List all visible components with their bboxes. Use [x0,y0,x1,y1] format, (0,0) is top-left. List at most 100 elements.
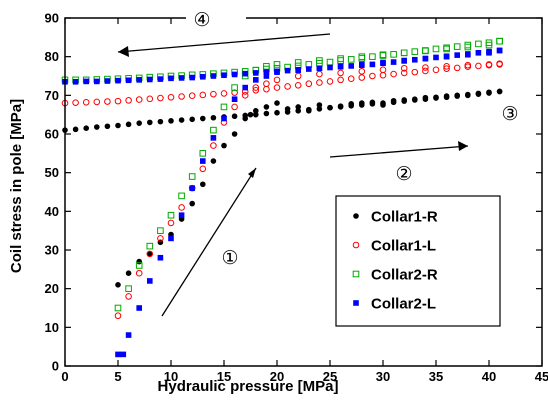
data-point [241,92,249,99]
data-point [390,59,397,65]
data-point [443,63,450,70]
data-point [210,73,217,79]
annotation-circled-3: ③ [501,104,518,125]
data-point [274,100,280,106]
x-tick-label: 15 [217,369,231,384]
data-point [136,305,142,311]
data-point [306,66,312,72]
data-point [411,48,419,55]
data-point [359,61,365,68]
data-point [284,106,291,112]
data-point [115,351,121,358]
data-point [263,80,270,88]
data-point [390,51,397,58]
data-point [199,91,207,99]
y-tick-label: 0 [52,359,59,374]
data-point [210,114,217,121]
data-point [305,80,313,88]
data-marks [61,37,503,358]
data-point [453,43,461,50]
data-point [337,69,344,77]
data-point [316,79,323,86]
data-point [220,103,228,111]
data-point [263,104,270,110]
data-point [306,108,312,114]
data-point [274,69,280,75]
data-point [178,75,185,81]
data-point [114,97,122,105]
x-tick-label: 0 [61,369,68,384]
data-point [114,304,122,312]
y-tick-label: 80 [45,49,59,64]
data-point [454,92,461,99]
data-point [188,173,196,180]
data-point [253,111,259,118]
data-point [221,115,227,122]
arrow-2-increase [329,145,469,158]
data-point [167,211,175,219]
data-point [94,78,100,85]
data-point [443,93,450,99]
data-point [231,113,238,120]
data-point [93,98,101,106]
data-point [210,158,217,164]
data-point [157,254,164,261]
data-point [422,47,429,55]
arrow-4-head [118,46,129,57]
data-point [125,293,132,300]
data-point [221,142,227,149]
data-point [135,96,143,103]
data-point [146,95,154,103]
data-point [369,61,376,68]
legend-label-collar2-l: Collar2-L [371,296,436,313]
data-point [337,63,344,70]
data-point [252,84,260,91]
data-point [125,332,132,338]
annotation-circled-4: ④ [193,10,210,31]
data-point [147,119,153,126]
data-point [380,59,386,66]
data-point [433,94,439,101]
data-point [327,64,333,71]
data-point [369,53,376,60]
data-point [231,84,238,91]
data-point [178,117,185,123]
data-point [273,84,281,91]
data-point [411,68,419,76]
plot-frame [64,17,543,367]
data-point [168,75,174,82]
y-tick-label: 30 [45,243,59,258]
data-point [358,68,366,75]
data-point [390,97,397,104]
tick-labels: 0 5 10 15 20 25 30 35 40 45 0 10 20 30 40 50 60 70 80 90 [45,11,548,385]
legend-label-collar1-r: Collar1-R [371,209,438,226]
data-point [496,60,503,67]
data-point [380,102,386,108]
data-point [199,165,207,173]
data-point [157,76,164,82]
x-tick-label: 45 [535,369,548,384]
data-point [125,97,132,104]
data-point [157,235,164,242]
legend-marker-collar2-r [352,270,360,278]
data-point [210,90,217,98]
data-point [72,126,79,133]
data-point [465,91,471,98]
data-point [200,73,206,80]
data-point [188,92,196,100]
x-tick-label: 35 [429,369,443,384]
data-point [146,242,154,250]
data-point [242,115,248,122]
data-point [221,72,227,79]
data-point [125,270,132,277]
data-point [178,212,185,218]
y-tick-label: 10 [45,320,59,335]
data-point [136,120,142,126]
data-point [422,64,429,71]
data-point [369,99,376,106]
data-point [125,121,132,128]
data-point [347,56,355,63]
data-point [432,45,440,53]
data-point [348,63,354,69]
